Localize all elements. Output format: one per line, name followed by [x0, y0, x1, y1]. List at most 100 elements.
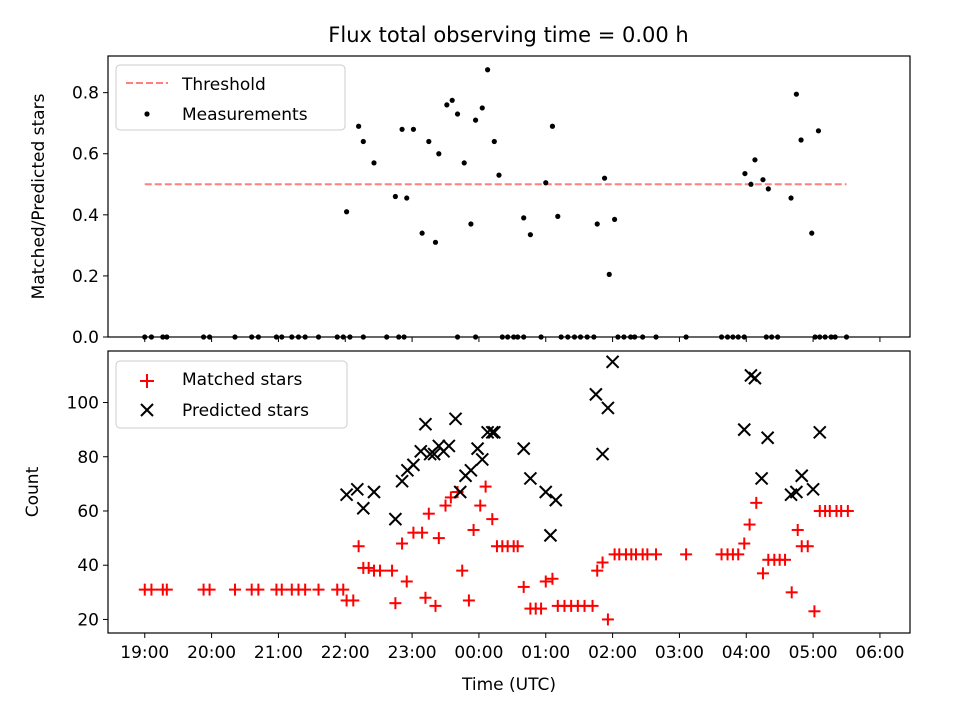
predicted-star-point: [806, 482, 820, 496]
predicted-star-point: [523, 471, 538, 486]
predicted-star-point: [485, 425, 499, 440]
legend-predicted-swatch: [140, 403, 154, 417]
y-tick-label: 0.2: [72, 267, 99, 287]
measurement-point: [410, 126, 417, 132]
predicted-star-point: [453, 485, 467, 499]
y-tick-label: 0.8: [72, 84, 99, 104]
x-axis-label: Time (UTC): [461, 675, 556, 695]
matched-star-point: [586, 599, 599, 612]
matched-star-point: [808, 605, 821, 618]
matched-star-point: [467, 523, 480, 536]
predicted-star-point: [760, 431, 775, 445]
matched-star-point: [546, 572, 559, 585]
measurement-point: [788, 195, 794, 201]
measurement-point: [392, 193, 398, 200]
matched-star-point: [750, 496, 763, 509]
predicted-star-point: [339, 488, 354, 502]
measurement-point: [765, 186, 771, 192]
top-axis-ticks: 0.0 0.2 0.4 0.6 0.8: [72, 84, 881, 348]
predicted-star-point: [605, 355, 620, 369]
measurement-point: [752, 157, 758, 163]
x-tick-label: 19:00: [120, 643, 169, 663]
matched-star-point: [352, 540, 365, 553]
matched-star-point: [511, 540, 524, 553]
measurement-point: [432, 239, 439, 245]
measurement-point: [479, 105, 485, 111]
matched-star-point: [432, 532, 445, 545]
matched-star-point: [756, 567, 769, 580]
predicted-star-point: [406, 458, 421, 472]
matched-star-point: [474, 499, 487, 512]
x-tick-label: 05:00: [789, 643, 838, 663]
matched-star-point: [299, 583, 312, 596]
measurement-point: [793, 91, 799, 97]
predicted-star-point: [464, 463, 478, 478]
legend-measurements-label: Measurements: [182, 105, 308, 125]
top-legend: Threshold Measurements: [115, 64, 346, 131]
x-tick-label: 03:00: [655, 643, 704, 663]
matched-star-point: [275, 583, 288, 596]
measurement-point: [436, 151, 442, 157]
matched-star-point: [732, 548, 745, 561]
measurement-point: [521, 215, 527, 221]
predicted-star-point: [539, 485, 553, 499]
measurement-point: [444, 102, 450, 108]
measurement-point: [606, 271, 612, 277]
matched-star-point: [396, 537, 409, 550]
predicted-star-point: [448, 412, 463, 426]
predicted-star-point: [427, 447, 441, 461]
predicted-star-point: [367, 485, 381, 499]
measurement-point: [371, 160, 377, 166]
measurement-point: [809, 230, 815, 236]
bottom-panel: 19:00 20:00 21:00 22:00 23:00 00:00 01:00 02:00…: [23, 350, 911, 695]
legend-matched-label: Matched stars: [182, 370, 302, 390]
x-tick-label: 20:00: [187, 643, 236, 663]
matched-star-point: [312, 583, 325, 596]
matched-star-point: [347, 594, 360, 607]
y-tick-label: 0.4: [72, 206, 99, 226]
matched-star-point: [374, 564, 387, 577]
matched-star-point: [386, 564, 399, 577]
measurement-point: [468, 221, 474, 227]
x-tick-label: 06:00: [855, 643, 904, 663]
matched-star-point: [252, 583, 265, 596]
matched-star-point: [479, 480, 492, 493]
measurement-point: [360, 138, 366, 145]
matched-star-point: [203, 583, 216, 596]
matched-star-point: [145, 583, 158, 596]
y-tick-label: 60: [77, 502, 99, 522]
predicted-star-point: [414, 444, 428, 459]
measurement-point: [449, 97, 455, 103]
predicted-star-point: [442, 439, 456, 453]
measurement-point: [404, 195, 410, 201]
predicted-star-point: [487, 425, 502, 440]
predicted-star-point: [543, 528, 558, 543]
predicted-star-point: [754, 471, 769, 486]
y-tick-label: 0.6: [72, 145, 99, 165]
predicted-star-point: [418, 417, 433, 431]
measurement-point: [419, 230, 425, 236]
matched-star-point: [680, 548, 693, 561]
y-tick-label: 80: [77, 448, 99, 468]
matched-star-point: [743, 518, 756, 531]
matched-star-point: [596, 556, 609, 569]
matched-star-point: [439, 499, 452, 512]
bottom-legend-box: [115, 360, 348, 429]
matched-star-point: [416, 526, 429, 539]
predicted-star-point: [516, 441, 531, 456]
y-tick-label: 100: [67, 394, 99, 414]
predicted-star-point: [748, 371, 762, 385]
measurement-point: [343, 209, 350, 215]
measurement-point: [491, 138, 497, 145]
measurement-point: [815, 128, 822, 134]
measurement-point: [399, 126, 405, 132]
matched-star-point: [422, 507, 435, 520]
x-tick-label: 00:00: [454, 643, 503, 663]
predicted-star-point: [789, 485, 804, 499]
matched-star-point: [738, 537, 751, 550]
x-tick-label: 22:00: [321, 643, 370, 663]
top-panel: 0.00.20.40.60.8 Matched/Predicted stars …: [29, 55, 911, 348]
measurement-point: [461, 160, 467, 166]
predicted-star-point: [356, 501, 371, 515]
